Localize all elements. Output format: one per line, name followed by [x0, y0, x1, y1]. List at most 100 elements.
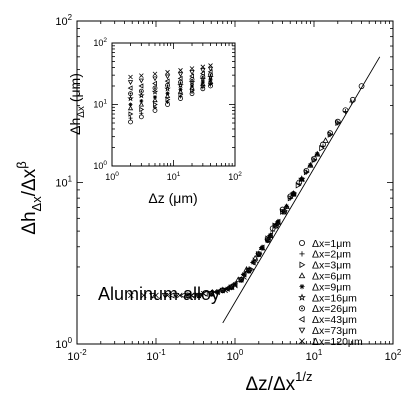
data-point [190, 83, 195, 88]
main-x-tick-label: 100 [227, 348, 244, 363]
inset-x-axis-label: Δz (μm) [148, 190, 197, 206]
data-point [214, 288, 220, 296]
legend-marker [298, 272, 306, 279]
legend-marker [299, 284, 305, 290]
data-point [138, 88, 144, 94]
data-point [177, 81, 184, 89]
data-point [190, 292, 197, 299]
data-point [168, 292, 175, 299]
data-point [128, 116, 133, 121]
legend-label: Δx=26μm [312, 303, 357, 315]
data-point [228, 284, 235, 291]
data-point [322, 137, 329, 143]
legend-label: Δx=73μm [312, 325, 357, 337]
legend-marker [299, 261, 306, 269]
data-point [275, 219, 281, 225]
legend-marker [298, 293, 306, 301]
inset-x-tick-label: 101 [167, 171, 181, 182]
data-point [224, 285, 230, 292]
data-point [240, 271, 247, 278]
data-point [152, 71, 158, 77]
data-point [177, 75, 183, 82]
data-point [178, 79, 183, 85]
fit-line [222, 56, 381, 324]
data-point [138, 83, 144, 89]
data-point [335, 119, 342, 127]
data-point [327, 131, 334, 138]
main-y-tick-label: 100 [55, 336, 72, 351]
data-point [214, 289, 220, 295]
legend-label: Δx=1μm [312, 238, 351, 250]
data-point [184, 292, 191, 299]
data-point [303, 168, 310, 176]
data-point [165, 69, 170, 75]
inset-x-tick-label: 100 [105, 171, 119, 182]
data-point [152, 97, 158, 103]
data-point [252, 257, 258, 264]
data-point [200, 64, 206, 70]
main-y-tick-label: 102 [55, 13, 72, 28]
data-point [222, 287, 228, 294]
data-point [299, 176, 305, 182]
data-point [164, 74, 171, 80]
data-point [179, 292, 186, 299]
data-point [273, 222, 279, 229]
data-point [295, 182, 302, 189]
data-point [349, 99, 355, 105]
data-point [298, 175, 306, 183]
data-point [165, 96, 171, 103]
data-point [287, 194, 294, 202]
data-point [138, 101, 145, 107]
data-point [267, 232, 273, 239]
data-point [140, 292, 147, 299]
data-point [164, 78, 170, 84]
legend-label: Δx=16μm [312, 292, 357, 304]
data-point [281, 208, 288, 215]
inset-series-10 [128, 63, 213, 80]
main-x-tick-label: 10-2 [67, 348, 86, 363]
data-point [164, 85, 171, 92]
main-x-tick-label: 101 [306, 348, 323, 363]
data-point [264, 237, 271, 244]
data-point [139, 111, 144, 116]
data-point [245, 268, 253, 274]
data-point [274, 218, 281, 226]
inset-series-3 [128, 80, 214, 117]
data-point [267, 232, 273, 238]
data-point [172, 292, 180, 299]
data-point [178, 68, 183, 73]
data-point [128, 91, 133, 97]
inset-series-9 [127, 66, 214, 86]
data-point [188, 292, 195, 299]
data-point [255, 251, 262, 258]
data-point [128, 102, 133, 107]
data-point [258, 244, 265, 251]
data-point [139, 73, 144, 78]
legend-marker [298, 239, 305, 246]
legend-marker [299, 251, 305, 257]
legend-marker [298, 316, 305, 323]
main-y-tick-label: 101 [55, 174, 72, 189]
data-point [238, 277, 245, 284]
data-point [151, 88, 159, 95]
data-point [127, 105, 134, 111]
data-point [200, 80, 205, 85]
inset-y-axis-label: ΔhΔx (μm) [67, 73, 87, 135]
data-point [207, 66, 214, 72]
data-point [272, 221, 280, 229]
data-point [165, 82, 170, 88]
data-point [232, 281, 238, 287]
data-point [200, 68, 206, 74]
main-series-10 [128, 257, 258, 299]
data-point [127, 95, 134, 102]
data-point [241, 271, 247, 277]
data-point [342, 109, 348, 115]
data-point [259, 245, 265, 251]
data-point [152, 80, 157, 87]
data-point [152, 95, 157, 100]
data-point [127, 85, 133, 91]
legend-label: Δx=6μm [312, 271, 351, 283]
x-axis-label: Δz/Δx1/z [245, 369, 312, 395]
data-point [149, 292, 156, 299]
data-point [311, 156, 318, 164]
